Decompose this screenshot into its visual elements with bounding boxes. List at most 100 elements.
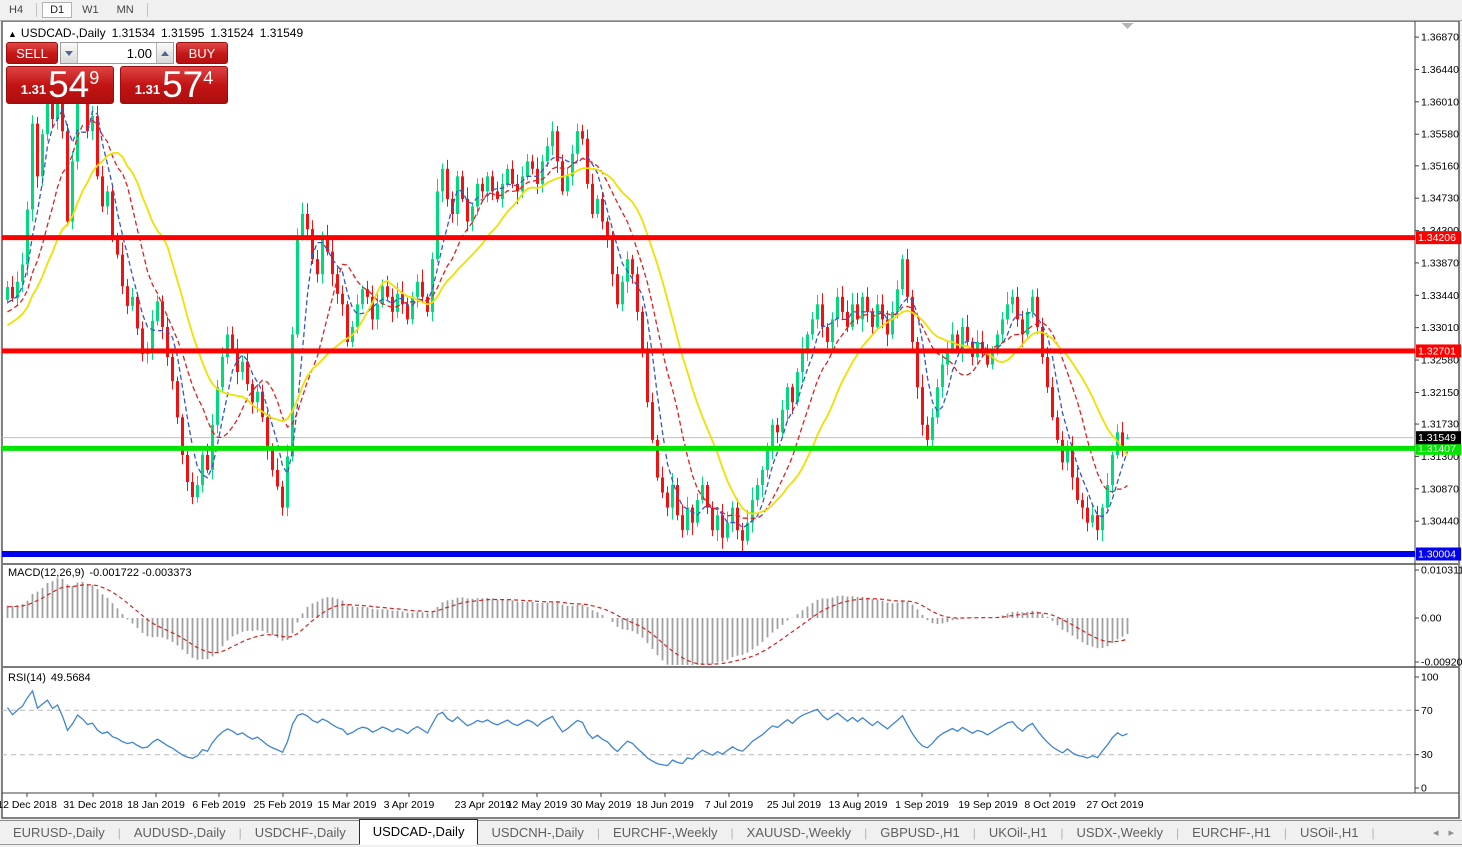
macd-label: MACD(12,26,9) [8,567,85,579]
macd-values: -0.001722 -0.003373 [89,567,192,579]
svg-text:3 Apr 2019: 3 Apr 2019 [384,799,435,811]
sell-price-prefix: 1.31 [20,82,47,97]
svg-text:1.34206: 1.34206 [1418,232,1456,244]
svg-text:1.35160: 1.35160 [1421,160,1459,172]
period-button-h4[interactable]: H4 [9,4,24,16]
tab-ukoil-h1[interactable]: UKOil-,H1 [988,825,1048,840]
svg-text:1.31730: 1.31730 [1421,419,1459,431]
svg-text:1.36870: 1.36870 [1421,32,1459,44]
tab-scroll-left-icon[interactable]: ◂ [1432,827,1439,839]
tab-usoil-h1[interactable]: USOil-,H1 [1299,825,1359,840]
rsi-pane-label: RSI(14) 49.5684 [8,672,96,684]
tab-audusd-daily[interactable]: AUDUSD-,Daily [133,825,226,840]
last-bar-marker-icon [1121,23,1134,29]
sell-price-main: 54 [48,66,90,104]
one-click-trading-panel: SELL 1.00 BUY 1.31 54 9 1.31 57 4 [6,42,228,104]
bar-open-value: 1.31534 [111,26,155,40]
buy-price-button[interactable]: 1.31 57 4 [120,66,228,104]
bar-low-value: 1.31524 [210,26,254,40]
tab-usdcad-daily[interactable]: USDCAD-,Daily [358,818,479,845]
timeframe-toolbar: H4 D1 W1 MN [0,0,1462,21]
svg-text:12 May 2019: 12 May 2019 [507,799,568,811]
toolbar-separator [36,3,38,17]
svg-text:31 Dec 2018: 31 Dec 2018 [63,799,123,811]
price-axis-badges: 1.34206 1.32701 1.31407 1.30004 1.31549 [1416,231,1461,561]
svg-text:1.31549: 1.31549 [1418,432,1456,444]
bar-high-value: 1.31595 [161,26,205,40]
rsi-value: 49.5684 [50,672,91,684]
buy-button[interactable]: BUY [176,42,228,64]
svg-text:1.31407: 1.31407 [1418,443,1456,455]
tab-eurusd-daily[interactable]: EURUSD-,Daily [13,825,105,840]
tab-separator: | [1060,825,1064,840]
symbol-name: USDCAD-,Daily [20,26,106,40]
volume-field[interactable]: 1.00 [78,43,156,63]
chart-tabs: EURUSD-,Daily | AUDUSD-,Daily | USDCHF-,Dail… [0,818,1425,845]
svg-text:1.30004: 1.30004 [1418,549,1456,561]
rsi-levels [2,709,1415,756]
svg-text:8 Oct 2019: 8 Oct 2019 [1024,799,1076,811]
svg-text:1 Sep 2019: 1 Sep 2019 [895,799,949,811]
svg-text:18 Jan 2019: 18 Jan 2019 [127,799,185,811]
tab-separator: | [1371,825,1375,840]
moving-averages [7,108,1129,529]
svg-text:1.33010: 1.33010 [1421,322,1459,334]
tab-separator: | [972,825,976,840]
tab-usdchf-daily[interactable]: USDCHF-,Daily [254,825,346,840]
volume-increase-button[interactable] [156,43,173,63]
volume-decrease-button[interactable] [61,43,78,63]
symbol-info-line: ▲ USDCAD-,Daily 1.31534 1.31595 1.31524 1.315… [8,26,309,40]
svg-text:1.33440: 1.33440 [1421,290,1459,302]
sell-button[interactable]: SELL [6,42,58,64]
svg-text:70: 70 [1421,705,1433,717]
macd-pane-label: MACD(12,26,9) -0.001722 -0.003373 [8,567,197,579]
buy-price-prefix: 1.31 [134,82,161,97]
svg-text:23 Apr 2019: 23 Apr 2019 [455,799,512,811]
tab-eurchf-weekly[interactable]: EURCHF-,Weekly [613,825,718,840]
volume-stepper: 1.00 [60,42,174,64]
tab-eurchf-h1[interactable]: EURCHF-,H1 [1192,825,1271,840]
tab-usdx-weekly[interactable]: USDX-,Weekly [1076,825,1163,840]
buy-price-main: 57 [162,66,204,104]
svg-text:30 May 2019: 30 May 2019 [571,799,632,811]
tab-separator: | [1175,825,1180,840]
sell-price-button[interactable]: 1.31 54 9 [6,66,114,104]
svg-text:27 Oct 2019: 27 Oct 2019 [1086,799,1143,811]
svg-text:100: 100 [1421,672,1439,684]
svg-text:25 Jul 2019: 25 Jul 2019 [767,799,821,811]
tab-gbpusd-h1[interactable]: GBPUSD-,H1 [880,825,960,840]
svg-text:-0.009203: -0.009203 [1421,657,1462,669]
svg-text:25 Feb 2019: 25 Feb 2019 [254,799,313,811]
horizontal-level-lines [2,235,1415,557]
svg-text:1.30440: 1.30440 [1421,516,1459,528]
svg-text:1.33870: 1.33870 [1421,257,1459,269]
svg-text:7 Jul 2019: 7 Jul 2019 [705,799,754,811]
svg-text:19 Sep 2019: 19 Sep 2019 [958,799,1018,811]
rsi-label: RSI(14) [8,672,46,684]
svg-text:30: 30 [1421,749,1433,761]
period-button-d1[interactable]: D1 [42,2,73,18]
symbol-marker-icon: ▲ [8,29,17,39]
svg-text:6 Feb 2019: 6 Feb 2019 [192,799,245,811]
svg-text:1.35580: 1.35580 [1421,129,1459,141]
rsi-line [6,689,1128,767]
period-button-w1[interactable]: W1 [82,4,99,16]
chevron-down-icon [65,50,73,56]
tab-scroll-arrows: ◂ ▸ [1424,821,1462,845]
tab-separator: | [238,825,242,840]
tab-separator: | [730,825,734,840]
svg-text:1.36010: 1.36010 [1421,96,1459,108]
svg-text:13 Aug 2019: 13 Aug 2019 [829,799,888,811]
svg-text:1.34730: 1.34730 [1421,193,1459,205]
tab-xauusd-weekly[interactable]: XAUUSD-,Weekly [746,825,852,840]
date-axis: 12 Dec 2018 31 Dec 2018 18 Jan 2019 6 Feb 2… [0,793,1144,811]
sell-price-pip: 9 [89,68,100,88]
chart-tab-bar: EURUSD-,Daily | AUDUSD-,Daily | USDCHF-,Dail… [0,818,1462,847]
tab-usdcnh-daily[interactable]: USDCNH-,Daily [491,825,584,840]
tab-scroll-right-icon[interactable]: ▸ [1448,827,1454,839]
period-button-mn[interactable]: MN [116,4,134,16]
svg-text:0: 0 [1421,783,1427,795]
svg-text:0.010311: 0.010311 [1421,565,1462,577]
